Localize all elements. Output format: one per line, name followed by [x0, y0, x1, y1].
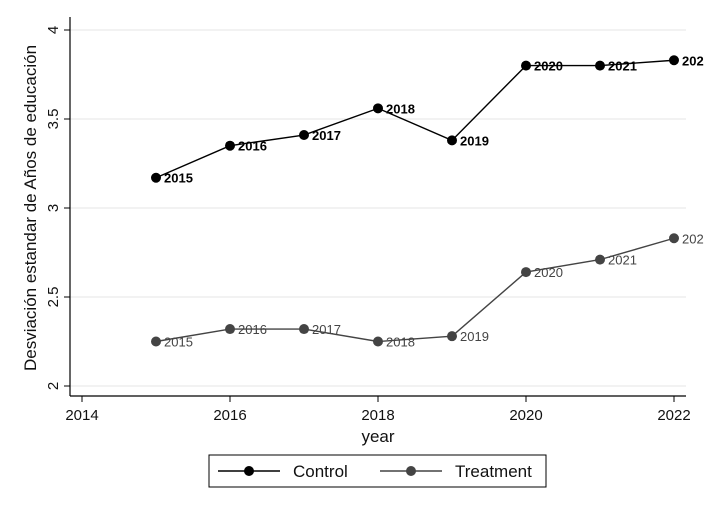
y-axis-title: Desviación estandar de Años de educación	[21, 45, 40, 371]
legend-item-control: Control	[218, 462, 348, 481]
data-point	[373, 336, 383, 347]
point-label: 2016	[238, 139, 267, 154]
series-treatment: 2015 2016 2017 2018 2019 2020 2021 2022	[151, 231, 704, 350]
point-label: 2017	[312, 322, 341, 337]
data-point	[151, 336, 161, 347]
data-point	[225, 140, 235, 151]
point-label: 2015	[164, 171, 193, 186]
data-point	[669, 233, 679, 244]
legend-marker	[244, 466, 254, 476]
series-line	[155, 237, 675, 343]
data-point	[595, 60, 605, 71]
y-tick-label: 3.5	[45, 109, 62, 130]
data-point	[299, 324, 309, 335]
data-point	[225, 324, 235, 335]
data-point	[447, 331, 457, 342]
point-label: 2021	[608, 59, 637, 74]
point-label: 2022	[682, 53, 704, 68]
point-label: 2015	[164, 335, 193, 350]
data-point	[669, 55, 679, 66]
data-point	[447, 135, 457, 146]
series-layer: 2015 2016 2017 2018 2019 2020 2021 2022 2015 2016…	[151, 53, 704, 350]
legend-item-treatment: Treatment	[380, 462, 532, 481]
point-label: 2020	[534, 265, 563, 280]
legend-marker	[406, 466, 416, 476]
data-point	[521, 60, 531, 71]
legend: Control Treatment	[208, 454, 547, 488]
point-label: 2016	[238, 322, 267, 337]
y-tick-label: 2	[45, 382, 62, 390]
series-control: 2015 2016 2017 2018 2019 2020 2021 2022	[151, 53, 704, 186]
legend-label: Control	[293, 462, 348, 481]
data-point	[521, 267, 531, 278]
y-tick-label: 4	[45, 26, 62, 34]
x-axis-title: year	[361, 427, 394, 446]
point-label: 2017	[312, 128, 341, 143]
point-label: 2022	[682, 231, 704, 246]
legend-label: Treatment	[455, 462, 532, 481]
data-point	[299, 130, 309, 141]
x-tick-label: 2022	[657, 407, 690, 424]
x-tick-label: 2016	[213, 407, 246, 424]
x-tick-label: 2014	[65, 407, 98, 424]
data-point	[373, 103, 383, 114]
point-label: 2019	[460, 329, 489, 344]
axes: 2 2.5 3 3.5 4 2014 2016 2018 2020 2022	[45, 17, 691, 424]
point-label: 2019	[460, 133, 489, 148]
point-label: 2018	[386, 335, 415, 350]
point-label: 2020	[534, 59, 563, 74]
x-tick-label: 2020	[509, 407, 542, 424]
data-point	[595, 254, 605, 265]
point-label: 2021	[608, 253, 637, 268]
gridlines	[70, 29, 686, 387]
y-tick-label: 3	[45, 204, 62, 212]
data-point	[151, 172, 161, 183]
y-tick-label: 2.5	[45, 287, 62, 308]
x-tick-label: 2018	[361, 407, 394, 424]
series-line	[155, 59, 675, 179]
point-label: 2018	[386, 101, 415, 116]
